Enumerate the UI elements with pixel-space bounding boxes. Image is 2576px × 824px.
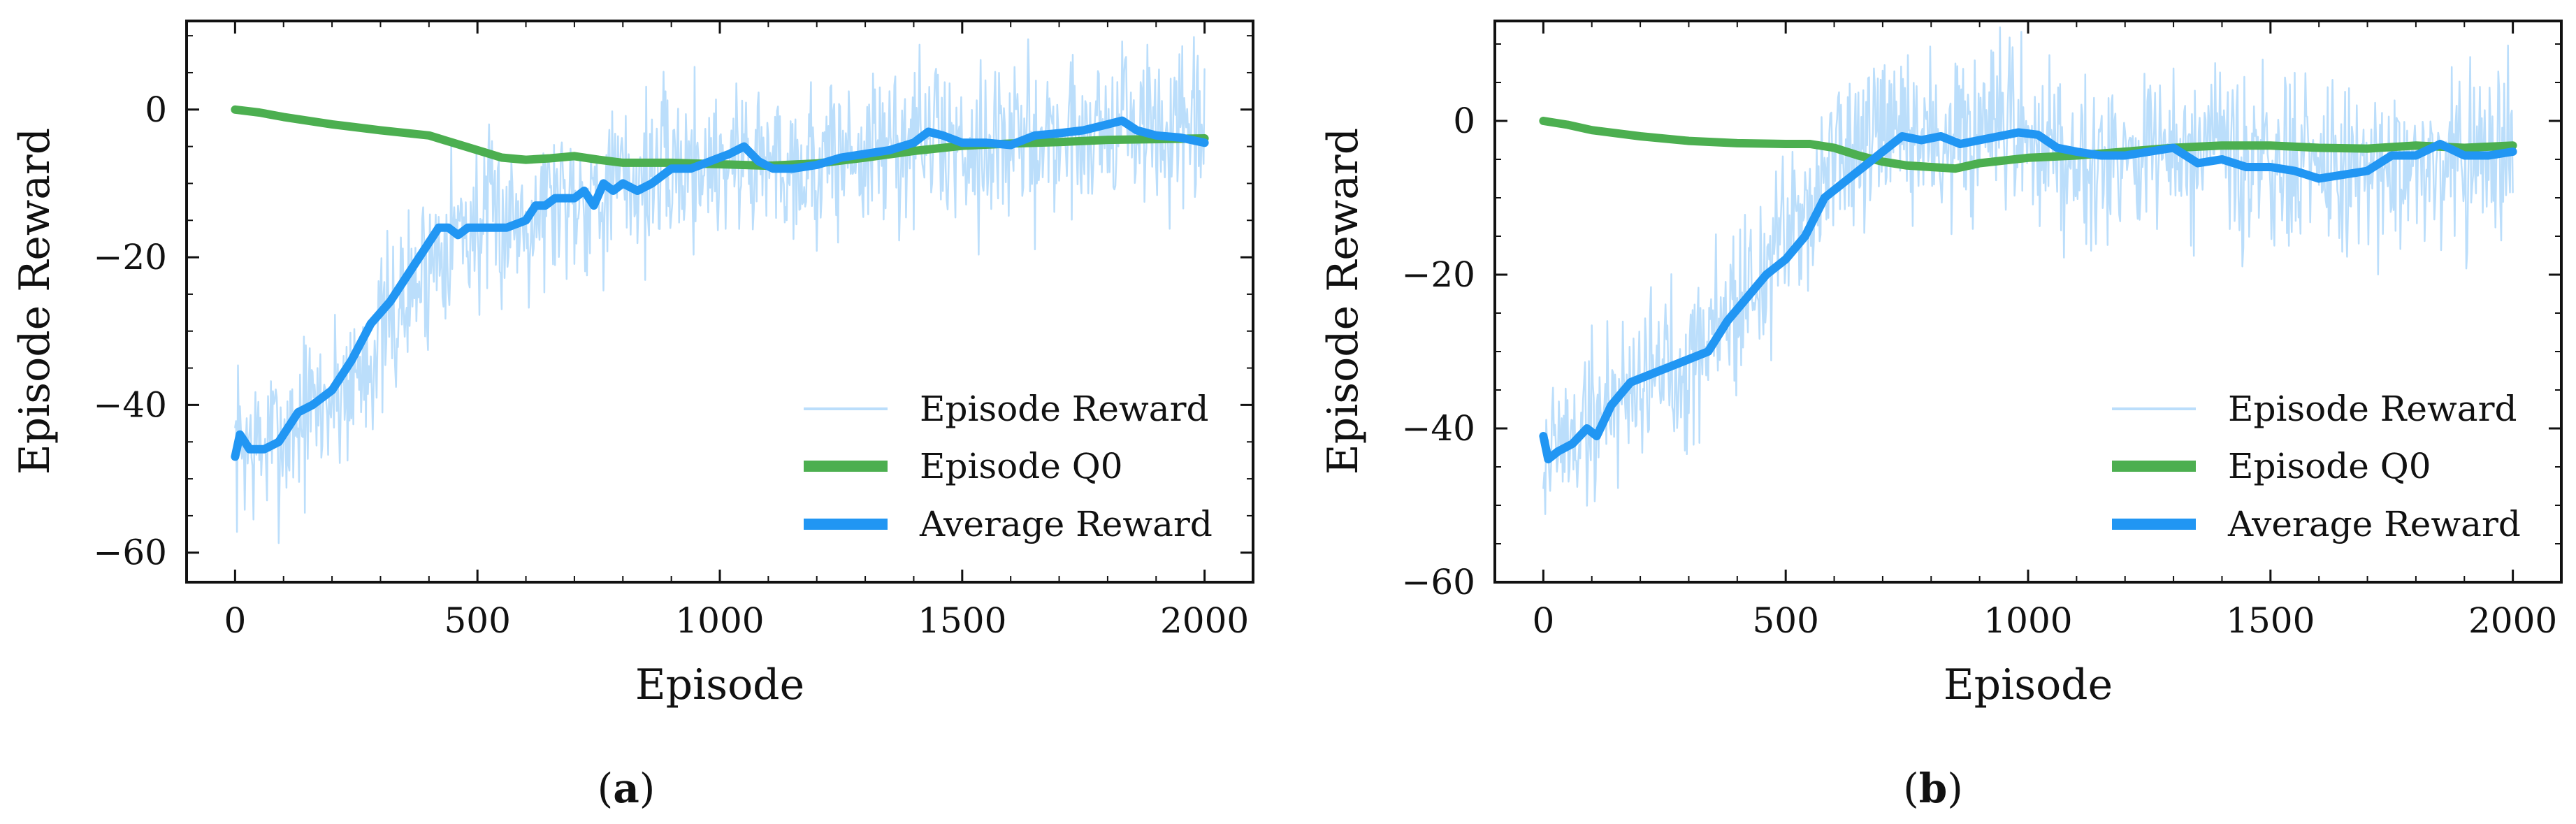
average-reward-line xyxy=(231,116,1209,461)
panel-b-x-axis-label: Episode xyxy=(1944,660,2113,709)
legend-label-average-reward: Average Reward xyxy=(919,504,1213,544)
panel-b-series xyxy=(1539,26,2517,515)
x-tick-label: 0 xyxy=(224,600,246,641)
x-tick-label: 1500 xyxy=(2226,600,2315,641)
panel-a-axes-frame xyxy=(185,20,1254,584)
panel-a-series xyxy=(231,36,1209,544)
panel-a-y-axis-label: Episode Reward xyxy=(10,128,59,475)
panel-a-x-axis-label: Episode xyxy=(635,660,804,709)
episode-reward-line xyxy=(234,36,1206,544)
panel-a-legend: Episode Reward Episode Q0 Average Reward xyxy=(804,389,1213,544)
x-tick-label: 1000 xyxy=(675,600,764,641)
panel-a-caption: (a) xyxy=(598,765,656,812)
panel-a-y-ticks: 0 −20 −40 −60 xyxy=(93,89,1253,573)
x-tick-label: 500 xyxy=(444,600,510,641)
legend-label-episode-reward: Episode Reward xyxy=(920,389,1209,429)
panel-b-x-ticks: 0 500 1000 1500 2000 xyxy=(1532,21,2557,641)
y-tick-label: −40 xyxy=(93,384,167,425)
y-tick-label: −40 xyxy=(1401,408,1475,449)
panel-b-axes-frame xyxy=(1493,20,2563,584)
x-tick-label: 2000 xyxy=(2468,600,2557,641)
panel-b-y-ticks: 0 −20 −40 −60 xyxy=(1401,101,2561,602)
x-tick-label: 1000 xyxy=(1983,600,2072,641)
episode-q0-line xyxy=(1539,117,2517,173)
panel-b: 0 500 1000 1500 2000 0 −20 −40 −60 Episode Epis… xyxy=(1319,20,2563,812)
y-tick-label: −60 xyxy=(93,533,167,573)
panel-a: 0 500 1000 1500 2000 0 −20 −40 −60 Episode Epis… xyxy=(10,20,1254,812)
panel-b-legend: Episode Reward Episode Q0 Average Reward xyxy=(2112,389,2521,544)
legend-label-average-reward: Average Reward xyxy=(2227,504,2521,544)
panel-b-y-axis-label: Episode Reward xyxy=(1319,128,1368,475)
panel-b-caption: (b) xyxy=(1903,765,1963,812)
y-tick-label: 0 xyxy=(1453,101,1475,141)
y-tick-label: −60 xyxy=(1401,562,1475,602)
legend-label-episode-q0: Episode Q0 xyxy=(920,446,1123,486)
x-tick-label: 2000 xyxy=(1160,600,1249,641)
y-tick-label: 0 xyxy=(145,89,167,130)
legend-label-episode-reward: Episode Reward xyxy=(2228,389,2517,429)
x-tick-label: 1500 xyxy=(918,600,1006,641)
y-tick-label: −20 xyxy=(93,237,167,277)
panel-a-x-ticks: 0 500 1000 1500 2000 xyxy=(224,21,1249,641)
legend-label-episode-q0: Episode Q0 xyxy=(2228,446,2431,486)
y-tick-label: −20 xyxy=(1401,254,1475,295)
x-tick-label: 500 xyxy=(1752,600,1818,641)
average-reward-line xyxy=(1539,128,2517,463)
x-tick-label: 0 xyxy=(1532,600,1554,641)
